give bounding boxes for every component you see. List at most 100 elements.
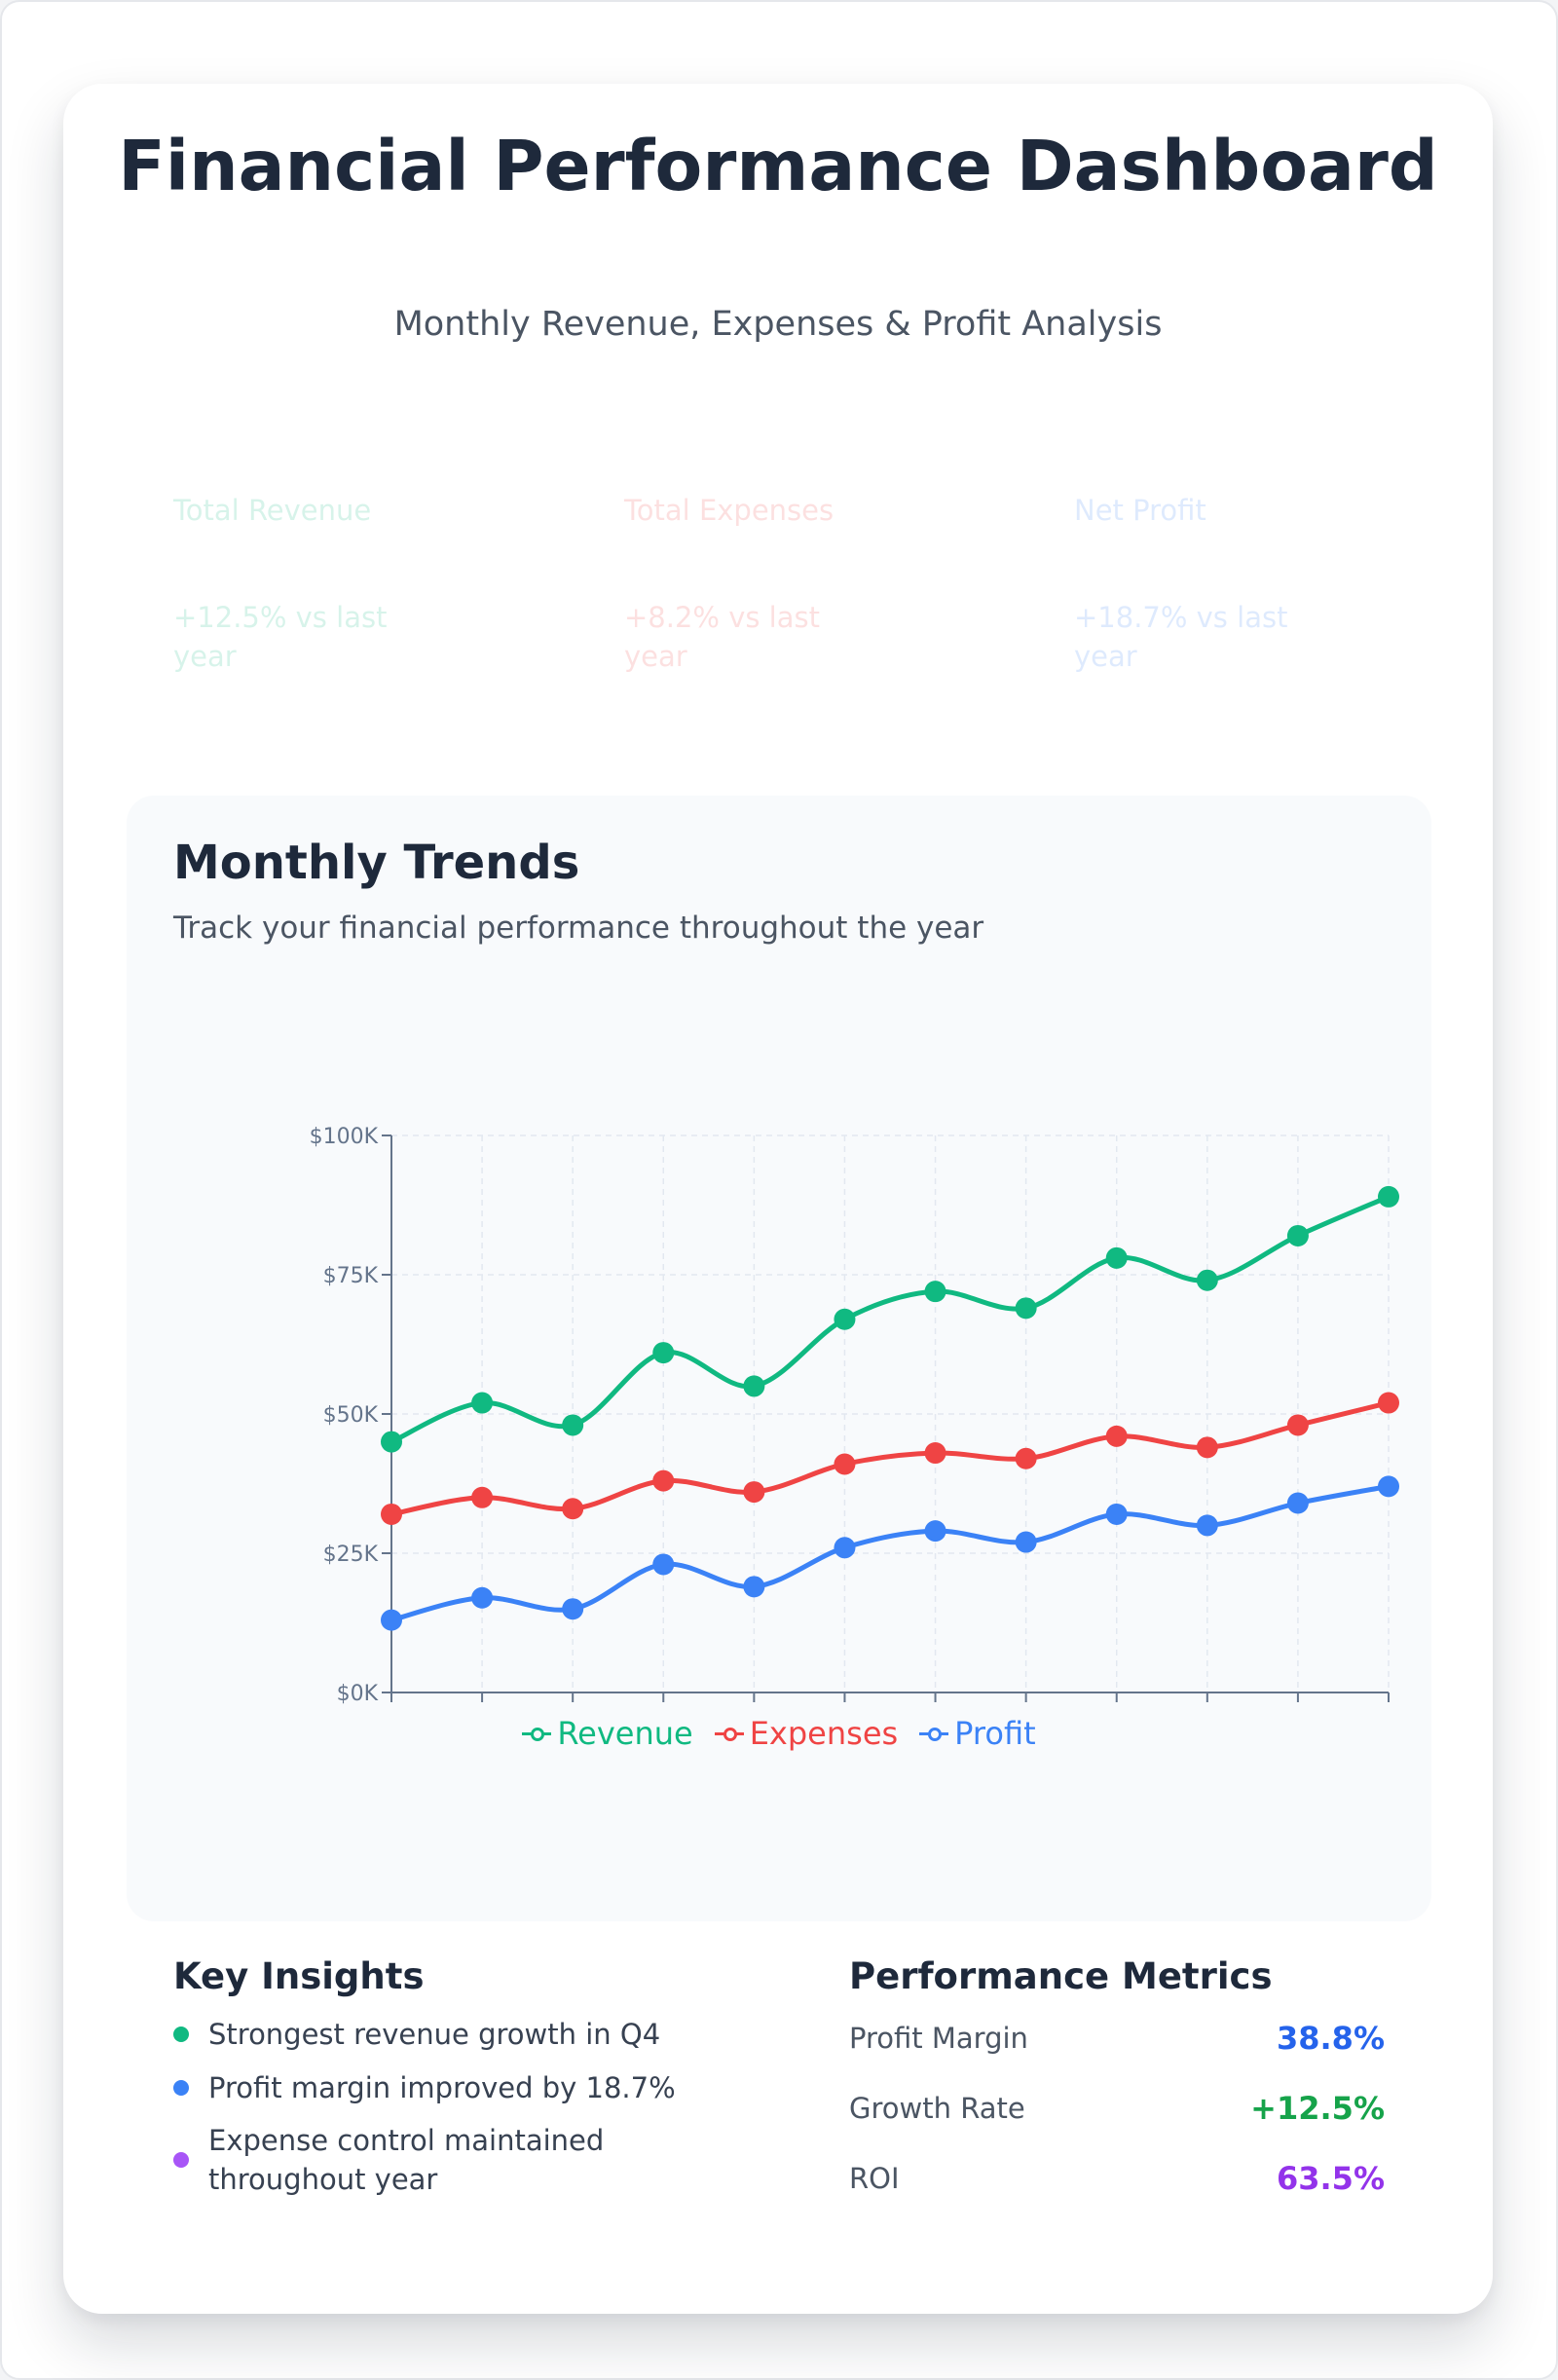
revenue-series-line [389, 1194, 1391, 1445]
profit-data-point [1196, 1514, 1218, 1537]
x-tick-label: Dec [1368, 1705, 1410, 1706]
metric-roi: ROI 63.5% [849, 2155, 1385, 2202]
legend-item-revenue[interactable]: Revenue [522, 1715, 693, 1752]
profit-data-point [1105, 1503, 1128, 1525]
metric-profit-margin: Profit Margin 38.8% [849, 2015, 1385, 2062]
metric-growth-rate: Growth Rate +12.5% [849, 2085, 1385, 2132]
insight-text: Expense control maintained throughout ye… [208, 2124, 605, 2196]
insight-text: Strongest revenue growth in Q4 [208, 2018, 661, 2051]
expenses-data-point [1286, 1414, 1309, 1436]
profit-data-point [1015, 1531, 1037, 1553]
revenue-data-point [1378, 1185, 1399, 1208]
revenue-data-point [471, 1392, 494, 1414]
x-tick-label: Jul [920, 1705, 948, 1706]
revenue-data-point [652, 1342, 675, 1364]
trends-title: Monthly Trends [173, 836, 580, 890]
x-tick-label: Jan [373, 1705, 408, 1706]
dashboard-card: Financial Performance Dashboard Monthly … [63, 84, 1493, 2314]
expenses-data-point [652, 1469, 675, 1492]
line-chart: $0K $25K $50K $75K $100K Jan Feb Mar Apr May Jun Ju… [310, 1125, 1410, 1706]
profit-data-point [1286, 1492, 1309, 1514]
x-tick-label: May [732, 1705, 776, 1706]
profit-data-point [381, 1609, 402, 1631]
expenses-data-point [924, 1442, 946, 1465]
legend-label: Profit [954, 1715, 1036, 1752]
expenses-data-point [1196, 1436, 1218, 1459]
page-subtitle: Monthly Revenue, Expenses & Profit Analy… [393, 305, 1163, 344]
kpi-change: +12.5% vs last year [173, 601, 388, 673]
x-tick-label: Oct [1189, 1705, 1226, 1706]
insight-item: Profit margin improved by 18.7% [173, 2068, 719, 2107]
x-tick-label: Apr [645, 1705, 683, 1706]
page-title: Financial Performance Dashboard [118, 126, 1438, 206]
kpi-change: +8.2% vs last year [624, 601, 820, 673]
kpi-total-expenses: Total Expenses +8.2% vs last year [624, 493, 897, 673]
bullet-dot-icon [173, 2080, 189, 2096]
legend-marker-icon [919, 1726, 949, 1741]
expenses-data-point [1378, 1392, 1399, 1414]
insight-item: Expense control maintained throughout ye… [173, 2121, 641, 2199]
insights-title: Key Insights [173, 1955, 425, 1997]
expenses-data-point [834, 1453, 856, 1475]
profit-data-point [652, 1553, 675, 1576]
trends-description: Track your financial performance through… [173, 911, 984, 946]
revenue-data-point [1015, 1297, 1037, 1320]
revenue-data-point [834, 1308, 856, 1330]
y-tick-label: $0K [337, 1682, 379, 1706]
metric-label: Profit Margin [849, 2022, 1028, 2055]
kpi-label: Total Expenses [624, 494, 835, 527]
profit-data-point [1378, 1475, 1399, 1498]
expenses-data-point [562, 1498, 584, 1520]
revenue-data-point [381, 1431, 402, 1453]
x-tick-label: Mar [552, 1705, 593, 1706]
profit-data-point [834, 1537, 856, 1559]
y-tick-label: $50K [323, 1403, 379, 1428]
legend-label: Expenses [749, 1715, 899, 1752]
profit-data-point [471, 1586, 494, 1609]
metric-value: 38.8% [1276, 2020, 1385, 2057]
bullet-dot-icon [173, 2027, 189, 2042]
y-tick-label: $75K [323, 1264, 379, 1288]
metric-value: 63.5% [1276, 2160, 1385, 2197]
expenses-data-point [381, 1503, 402, 1525]
metric-label: Growth Rate [849, 2092, 1025, 2125]
y-tick-label: $25K [323, 1543, 379, 1567]
legend-item-profit[interactable]: Profit [919, 1715, 1036, 1752]
metric-value: +12.5% [1250, 2090, 1385, 2127]
kpi-total-revenue: Total Revenue +12.5% vs last year [173, 493, 446, 673]
x-tick-label: Jun [826, 1705, 861, 1706]
x-tick-label: Aug [1005, 1705, 1047, 1706]
profit-data-point [924, 1520, 946, 1543]
legend-label: Revenue [557, 1715, 693, 1752]
metric-label: ROI [849, 2162, 900, 2195]
legend-marker-icon [714, 1726, 744, 1741]
expenses-data-point [743, 1481, 765, 1504]
legend-item-expenses[interactable]: Expenses [714, 1715, 899, 1752]
expenses-data-point [1105, 1425, 1128, 1447]
revenue-data-point [924, 1281, 946, 1303]
monthly-trends-panel: Monthly Trends Track your financial perf… [127, 796, 1431, 1921]
revenue-data-point [1105, 1246, 1128, 1269]
profit-data-point [743, 1576, 765, 1598]
kpi-label: Total Revenue [173, 494, 372, 527]
x-tick-label: Nov [1277, 1705, 1318, 1706]
revenue-data-point [743, 1375, 765, 1397]
expenses-data-point [471, 1486, 494, 1508]
revenue-data-point [1286, 1224, 1309, 1246]
expenses-data-point [1015, 1447, 1037, 1469]
insight-text: Profit margin improved by 18.7% [208, 2071, 676, 2104]
y-tick-label: $100K [310, 1125, 379, 1149]
revenue-data-point [562, 1414, 584, 1436]
metrics-title: Performance Metrics [849, 1955, 1273, 1997]
revenue-data-point [1196, 1269, 1218, 1291]
kpi-change: +18.7% vs last year [1074, 601, 1288, 673]
bullet-dot-icon [173, 2152, 189, 2168]
x-tick-label: Sep [1096, 1705, 1136, 1706]
insight-item: Strongest revenue growth in Q4 [173, 2015, 719, 2054]
kpi-net-profit: Net Profit +18.7% vs last year [1074, 493, 1347, 673]
legend-marker-icon [522, 1726, 552, 1741]
profit-data-point [562, 1598, 584, 1620]
kpi-label: Net Profit [1074, 494, 1206, 527]
chart-legend: Revenue Expenses Profit [127, 1706, 1431, 1761]
x-tick-label: Feb [464, 1705, 501, 1706]
